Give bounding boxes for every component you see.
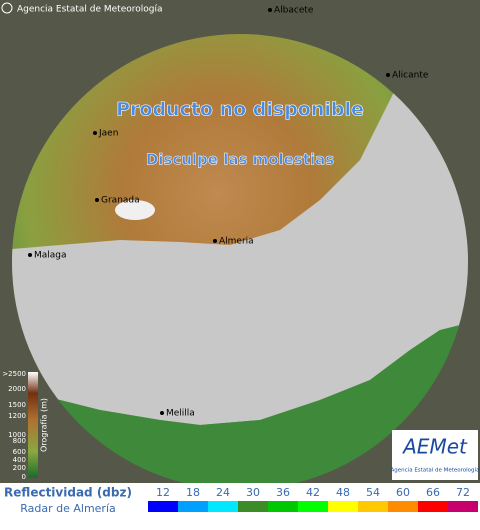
- legend-label: 54: [366, 486, 380, 499]
- city-marker: [386, 73, 390, 77]
- sierra-nevada: [115, 200, 155, 220]
- legend-subtitle: Radar de Almería: [20, 502, 116, 515]
- legend-label: 30: [246, 486, 260, 499]
- legend-label: 24: [216, 486, 230, 499]
- legend-label: 18: [186, 486, 200, 499]
- orography-label: 800: [13, 437, 26, 445]
- orography-label: 1200: [8, 412, 26, 420]
- notice-subtitle: Disculpe las molestias: [146, 151, 334, 169]
- legend-swatch: [358, 501, 388, 512]
- logo-box: [392, 430, 478, 480]
- legend-swatch: [388, 501, 418, 512]
- legend-swatch: [148, 501, 178, 512]
- legend-swatch: [208, 501, 238, 512]
- city-label: Albacete: [274, 6, 314, 16]
- notice-title: Producto no disponible: [116, 99, 364, 121]
- orography-label: 1500: [8, 401, 26, 409]
- orography-label: 0: [22, 473, 26, 481]
- city-marker: [28, 253, 32, 257]
- city-label: Granada: [101, 196, 140, 206]
- orography-scale: [28, 372, 38, 478]
- orography-label: 400: [13, 456, 26, 464]
- city-marker: [95, 198, 99, 202]
- legend-label: 48: [336, 486, 350, 499]
- orography-label: 200: [13, 464, 26, 472]
- city-label: Melilla: [166, 409, 195, 419]
- sea: [12, 60, 468, 425]
- city-label: Alicante: [392, 71, 429, 81]
- legend-swatch: [418, 501, 448, 512]
- orography-title: Orografía (m): [40, 398, 49, 452]
- legend-swatch: [268, 501, 298, 512]
- city-label: Malaga: [34, 251, 67, 261]
- city-label: Almeria: [219, 237, 254, 247]
- city-marker: [268, 8, 272, 12]
- legend-label: 72: [456, 486, 470, 499]
- legend-label: 12: [156, 486, 170, 499]
- legend-label: 66: [426, 486, 440, 499]
- legend-swatch: [178, 501, 208, 512]
- orography-label: 1000: [8, 431, 26, 439]
- legend-label: 36: [276, 486, 290, 499]
- legend-swatch: [328, 501, 358, 512]
- legend-title: Reflectividad (dbz): [4, 486, 132, 500]
- legend-swatch: [298, 501, 328, 512]
- city-label: Jaen: [98, 129, 118, 139]
- credit: Agencia Estatal de Meteorología: [17, 5, 163, 15]
- city-marker: [213, 239, 217, 243]
- orography-label: >2500: [2, 370, 26, 378]
- legend-swatch: [238, 501, 268, 512]
- africa-coast: [12, 320, 468, 483]
- orography-label: 600: [13, 448, 26, 456]
- legend-swatch: [448, 501, 478, 512]
- legend-label: 42: [306, 486, 320, 499]
- copyright-icon: [1, 2, 13, 14]
- logo-caption: Agencia Estatal de Meteorología: [391, 467, 480, 474]
- city-marker: [160, 411, 164, 415]
- legend-label: 60: [396, 486, 410, 499]
- orography-label: 2000: [8, 385, 26, 393]
- logo-name: AEMet: [401, 435, 468, 459]
- city-marker: [93, 131, 97, 135]
